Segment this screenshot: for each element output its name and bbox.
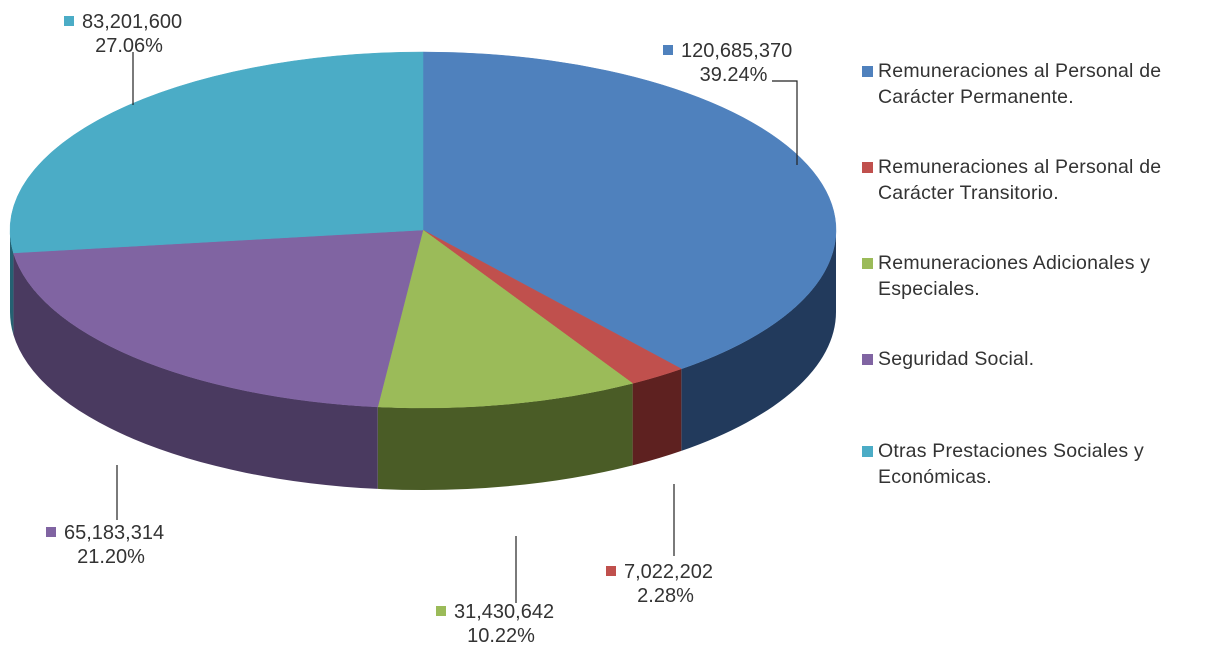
data-label-percent: 27.06% [95, 35, 163, 57]
pie-side-wall [10, 230, 14, 335]
label-swatch [46, 527, 56, 537]
data-label-value: 7,022,202 [624, 561, 713, 583]
pie-side-wall [681, 230, 836, 451]
pie-slice [13, 229, 424, 408]
pie-side-wall [377, 383, 633, 490]
legend-swatch [862, 66, 873, 77]
legend: Remuneraciones al Personal de Carácter P… [862, 58, 1202, 498]
label-swatch [436, 606, 446, 616]
label-swatch [606, 566, 616, 576]
legend-label: Seguridad Social. [878, 348, 1035, 370]
data-label-percent: 10.22% [467, 625, 535, 647]
label-swatch [663, 45, 673, 55]
data-label-value: 31,430,642 [454, 601, 554, 623]
legend-swatch [862, 446, 873, 457]
legend-swatch [862, 162, 873, 173]
data-label-percent: 2.28% [637, 585, 694, 607]
legend-item: Remuneraciones al Personal de Carácter P… [862, 58, 1202, 118]
data-label-percent: 21.20% [77, 546, 145, 568]
data-label-percent: 39.24% [700, 64, 768, 86]
label-swatch [64, 16, 74, 26]
legend-label: Remuneraciones al Personal de Carácter P… [878, 60, 1162, 108]
pie-slice [422, 51, 837, 370]
legend-item: Otras Prestaciones Sociales y Económicas… [862, 438, 1202, 498]
legend-item: Remuneraciones Adicionales y Especiales. [862, 250, 1202, 310]
legend-item: Remuneraciones al Personal de Carácter T… [862, 154, 1202, 214]
pie-side-wall [13, 252, 378, 489]
legend-label: Remuneraciones Adicionales y Especiales. [878, 252, 1151, 300]
leader-line [772, 80, 798, 165]
data-label-value: 83,201,600 [82, 11, 182, 33]
pie-slice [9, 51, 424, 254]
data-label-value: 120,685,370 [681, 40, 792, 62]
pie-side-wall [632, 368, 682, 466]
legend-swatch [862, 258, 873, 269]
pie-tops [9, 51, 837, 409]
legend-item: Seguridad Social. [862, 346, 1202, 376]
pie-slice [377, 229, 634, 409]
legend-label: Remuneraciones al Personal de Carácter T… [878, 156, 1162, 204]
pie-sides [10, 230, 836, 490]
legend-swatch [862, 354, 873, 365]
data-label-value: 65,183,314 [64, 522, 164, 544]
leader-lines [116, 52, 798, 603]
legend-label: Otras Prestaciones Sociales y Económicas… [878, 440, 1144, 488]
